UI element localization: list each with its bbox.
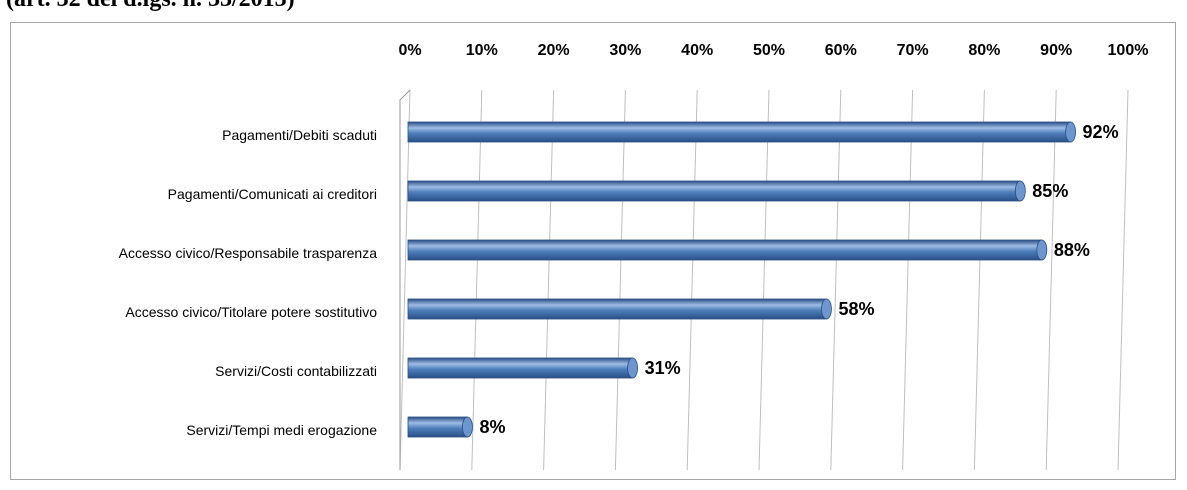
bar	[407, 298, 832, 320]
bar	[407, 121, 1076, 143]
bar	[407, 357, 638, 379]
value-axis-tick-label: 60%	[825, 42, 857, 59]
value-axis-tick-label: 40%	[681, 42, 713, 59]
gridline	[399, 89, 411, 471]
data-label: 8%	[479, 417, 505, 437]
category-label: Pagamenti/Debiti scaduti	[222, 127, 377, 143]
value-axis-tick-label: 80%	[968, 42, 1000, 59]
value-axis-tick-label: 10%	[466, 42, 498, 59]
category-axis-wall	[399, 89, 411, 470]
data-label: 85%	[1032, 181, 1068, 201]
gridline	[902, 89, 914, 471]
value-axis-tick-label: 70%	[897, 42, 929, 59]
value-axis-tick-label: 50%	[753, 42, 785, 59]
value-axis-tick-label: 30%	[609, 42, 641, 59]
data-label: 92%	[1083, 122, 1119, 142]
bars	[407, 121, 1076, 438]
bar-end-cap	[627, 357, 638, 379]
bar-body	[407, 357, 633, 379]
value-axis-tick-label: 20%	[538, 42, 570, 59]
gridlines	[399, 89, 1129, 471]
category-label: Accesso civico/Responsabile trasparenza	[119, 245, 378, 261]
data-label: 88%	[1054, 240, 1090, 260]
bar-body	[407, 239, 1043, 261]
bar-end-cap	[1014, 180, 1026, 202]
bar	[407, 180, 1026, 202]
value-axis-tick-label: 0%	[398, 42, 421, 59]
gridline	[686, 89, 698, 471]
data-labels: 92% 85% 88% 58% 31% 8%	[479, 122, 1118, 437]
bar-body	[407, 180, 1021, 202]
category-label: Pagamenti/Comunicati ai creditori	[168, 186, 377, 202]
value-axis-tick-label: 90%	[1040, 42, 1072, 59]
gridline	[1117, 89, 1129, 471]
gridline	[830, 89, 842, 471]
category-label: Servizi/Costi contabilizzati	[215, 363, 377, 379]
gridline	[614, 89, 626, 471]
category-labels: Pagamenti/Debiti scaduti Pagamenti/Comuni…	[119, 127, 378, 438]
gridline	[1045, 89, 1057, 471]
page-heading: (art. 32 del d.lgs. n. 33/2013)	[6, 0, 295, 13]
bar	[407, 416, 473, 438]
data-label: 31%	[645, 358, 681, 378]
gridline	[758, 89, 770, 471]
value-axis-ticks: 0% 10% 20% 30% 40% 50% 60% 70% 80% 90% 100%	[398, 42, 1148, 59]
gridline	[543, 89, 555, 471]
gridline	[471, 89, 483, 471]
value-axis-tick-label: 100%	[1108, 42, 1149, 59]
bar-body	[407, 298, 827, 320]
data-label: 58%	[838, 299, 874, 319]
bar-end-cap	[821, 298, 832, 320]
bar	[407, 239, 1048, 261]
category-label: Accesso civico/Titolare potere sostituti…	[125, 304, 377, 320]
bar-body	[407, 416, 468, 438]
gridline	[973, 89, 985, 471]
bar-end-cap	[1065, 121, 1076, 143]
bar-end-cap	[1036, 239, 1048, 261]
bar-end-cap	[462, 416, 473, 438]
category-label: Servizi/Tempi medi erogazione	[186, 422, 377, 438]
bar-body	[407, 121, 1071, 143]
